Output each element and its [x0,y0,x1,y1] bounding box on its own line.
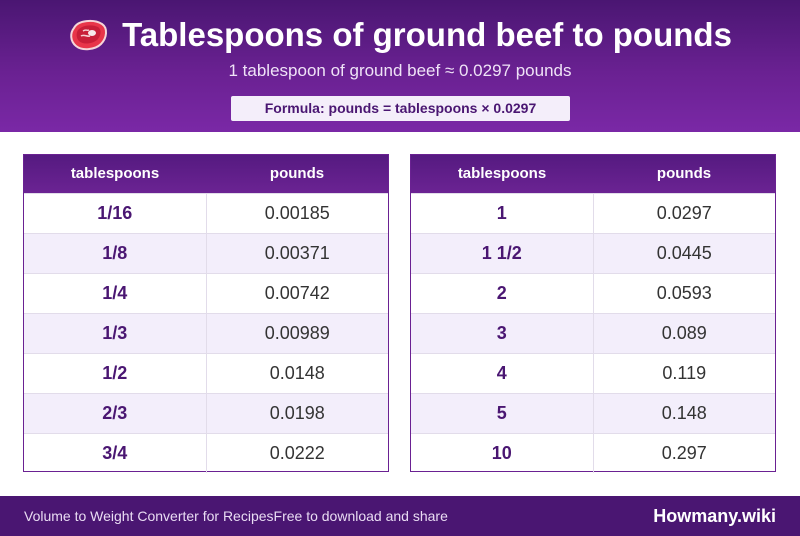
pounds-cell: 0.089 [661,323,707,343]
tablespoons-cell: 1/16 [24,194,207,233]
table-row: 10 0.297 [411,433,775,473]
tablespoons-cell: 1/3 [24,314,207,353]
footer-tagline: Volume to Weight Converter for RecipesFr… [24,508,448,524]
page-subtitle: 1 tablespoon of ground beef ≈ 0.0297 pou… [228,61,572,80]
tablespoons-cell: 2 [411,274,594,313]
steak-icon [70,19,108,51]
pounds-cell: 0.00742 [264,283,330,303]
tablespoons-cell: 1 [411,194,594,233]
title-row: Tablespoons of ground beef to pounds [0,14,800,56]
tablespoons-cell: 10 [411,434,594,473]
pounds-cell: 0.0297 [656,203,712,223]
pounds-cell: 0.0198 [269,403,325,423]
table-row: 1/4 0.00742 [24,273,388,313]
pounds-cell: 0.00989 [264,323,330,343]
pounds-cell: 0.00371 [264,243,330,263]
table-row: 1/3 0.00989 [24,313,388,353]
header-banner: Tablespoons of ground beef to pounds 1 t… [0,0,800,132]
page-title: Tablespoons of ground beef to pounds [122,16,732,53]
table-row: 1/8 0.00371 [24,233,388,273]
table-row: 3 0.089 [411,313,775,353]
column-header-pounds: pounds [269,165,325,182]
tablespoons-cell: 3/4 [24,434,207,473]
pounds-cell: 0.0148 [269,363,325,383]
table-row: 1/16 0.00185 [24,193,388,233]
table-header: tablespoons pounds [24,155,388,193]
table-row: 1 1/2 0.0445 [411,233,775,273]
table-row: 5 0.148 [411,393,775,433]
tablespoons-cell: 1/2 [24,354,207,393]
pounds-cell: 0.0222 [269,443,325,463]
column-header-tablespoons: tablespoons [70,165,160,182]
table-header: tablespoons pounds [411,155,775,193]
formula-box: Formula: pounds = tablespoons × 0.0297 [231,96,570,121]
pounds-cell: 0.119 [662,363,707,383]
pounds-cell: 0.148 [661,403,707,423]
conversion-table-left: tablespoons pounds 1/16 0.00185 1/8 0.00… [23,154,389,473]
pounds-cell: 0.297 [661,443,707,463]
pounds-cell: 0.0593 [656,283,712,303]
tablespoons-cell: 1/4 [24,274,207,313]
tablespoons-cell: 3 [411,314,594,353]
tablespoons-cell: 1 1/2 [411,234,594,273]
column-header-tablespoons: tablespoons [457,165,547,182]
tablespoons-cell: 4 [411,354,594,393]
tablespoons-cell: 1/8 [24,234,207,273]
table-row: 4 0.119 [411,353,775,393]
footer-bar: Volume to Weight Converter for RecipesFr… [0,496,800,536]
table-row: 2/3 0.0198 [24,393,388,433]
brand-logo-text: Howmany.wiki [653,506,776,526]
conversion-table-right: tablespoons pounds 1 0.0297 1 1/2 0.0445… [410,154,776,473]
column-header-pounds: pounds [656,165,712,182]
tablespoons-cell: 5 [411,394,594,433]
table-row: 1 0.0297 [411,193,775,233]
table-row: 1/2 0.0148 [24,353,388,393]
pounds-cell: 0.0445 [656,243,712,263]
table-row: 2 0.0593 [411,273,775,313]
pounds-cell: 0.00185 [264,203,330,223]
tablespoons-cell: 2/3 [24,394,207,433]
table-row: 3/4 0.0222 [24,433,388,473]
